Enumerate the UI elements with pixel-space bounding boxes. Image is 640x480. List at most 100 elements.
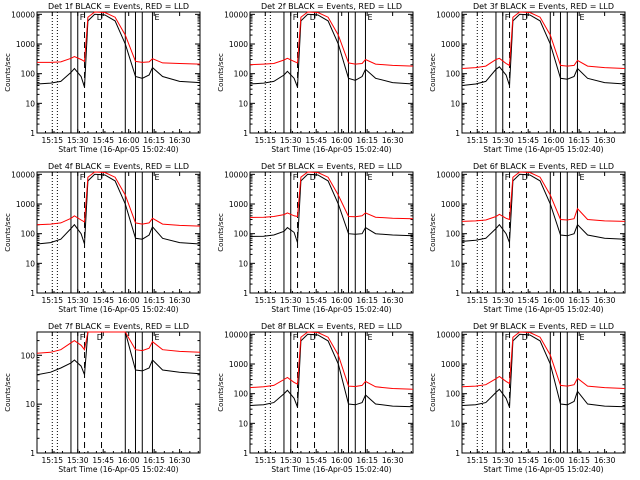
marker-letter: E <box>579 333 584 342</box>
lld-line <box>249 171 414 220</box>
plot-frame <box>249 331 414 454</box>
x-tick-label: 15:30 <box>67 296 89 305</box>
y-tick-label: 1 <box>455 449 460 458</box>
y-tick-label: 10 <box>450 419 460 428</box>
panel-det-5f: 1 10 100 1000 10000 15:15 15:30 15:45 16:00 16:15… <box>217 162 414 314</box>
marker-letter: E <box>579 13 584 22</box>
x-tick-label: 15:15 <box>254 296 276 305</box>
y-axis-label: Counts/sec <box>217 373 225 412</box>
events-line <box>461 333 626 408</box>
x-tick-label: 16:30 <box>382 456 404 465</box>
events-line <box>36 331 201 376</box>
x-tick-label: 15:15 <box>466 296 488 305</box>
y-tick-label: 100 <box>446 390 461 399</box>
x-tick-label: 16:00 <box>543 136 565 145</box>
x-tick-label: 16:15 <box>356 136 378 145</box>
x-axis-label: Start Time (16-Apr-05 15:02:40) <box>58 305 178 314</box>
x-axis-label: Start Time (16-Apr-05 15:02:40) <box>271 465 391 474</box>
y-tick-label: 10 <box>238 419 248 428</box>
y-tick-label: 10000 <box>224 10 248 19</box>
y-tick-label: 1 <box>455 289 460 298</box>
x-tick-label: 15:45 <box>517 136 539 145</box>
y-axis-label: Counts/sec <box>217 53 225 92</box>
marker-letter: F <box>293 173 298 182</box>
marker-letter: E <box>154 333 159 342</box>
marker-letter: D <box>97 333 103 342</box>
x-tick-label: 15:30 <box>280 296 302 305</box>
y-tick-label: 10 <box>450 259 460 268</box>
x-tick-label: 15:45 <box>517 456 539 465</box>
x-tick-label: 16:30 <box>594 296 616 305</box>
panel-title: Det 3f BLACK = Events, RED = LLD <box>473 2 614 11</box>
x-tick-label: 15:45 <box>517 296 539 305</box>
plot-frame <box>36 171 201 294</box>
panel-det-1f: 1 10 100 1000 10000 15:15 15:30 15:45 16:00 16:15… <box>4 2 201 154</box>
x-tick-label: 16:00 <box>331 456 353 465</box>
marker-letter: F <box>80 173 85 182</box>
panel-title: Det 2f BLACK = Events, RED = LLD <box>261 2 402 11</box>
marker-letter: D <box>310 13 316 22</box>
marker-letter: F <box>505 13 510 22</box>
x-tick-label: 16:30 <box>169 296 191 305</box>
y-tick-label: 10 <box>25 99 35 108</box>
x-tick-label: 16:15 <box>356 456 378 465</box>
x-axis-label: Start Time (16-Apr-05 15:02:40) <box>58 145 178 154</box>
x-tick-label: 15:30 <box>67 456 89 465</box>
panel-title: Det 4f BLACK = Events, RED = LLD <box>48 162 189 171</box>
x-tick-label: 16:00 <box>331 136 353 145</box>
y-tick-label: 100 <box>21 230 36 239</box>
y-axis-label: Counts/sec <box>429 53 437 92</box>
x-tick-label: 16:15 <box>568 296 590 305</box>
plot-frame <box>461 331 626 454</box>
y-tick-label: 10 <box>238 99 248 108</box>
events-line <box>36 13 201 88</box>
x-tick-label: 16:15 <box>568 456 590 465</box>
marker-letter: F <box>80 13 85 22</box>
y-tick-label: 100 <box>446 230 461 239</box>
y-tick-label: 1 <box>30 289 35 298</box>
x-tick-label: 15:15 <box>466 456 488 465</box>
x-tick-label: 15:15 <box>254 456 276 465</box>
x-tick-label: 16:30 <box>169 136 191 145</box>
marker-letter: F <box>293 13 298 22</box>
panel-title: Det 6f BLACK = Events, RED = LLD <box>473 162 614 171</box>
plot-frame <box>36 11 201 134</box>
y-tick-label: 10000 <box>436 170 460 179</box>
y-axis-label: Counts/sec <box>4 373 12 412</box>
marker-letter: E <box>367 13 372 22</box>
plot-frame <box>249 171 414 294</box>
y-tick-label: 10000 <box>224 170 248 179</box>
y-tick-label: 10000 <box>436 10 460 19</box>
marker-letter: E <box>367 333 372 342</box>
panel-det-7f: 1 10 100 15:15 15:30 15:45 16:00 16:15 16:30 F D ED… <box>4 322 201 474</box>
x-tick-label: 15:30 <box>280 456 302 465</box>
x-axis-label: Start Time (16-Apr-05 15:02:40) <box>483 145 603 154</box>
y-tick-label: 1000 <box>229 360 248 369</box>
marker-letter: D <box>97 173 103 182</box>
y-tick-label: 1 <box>30 129 35 138</box>
x-axis-label: Start Time (16-Apr-05 15:02:40) <box>483 465 603 474</box>
lld-line <box>249 331 414 390</box>
x-tick-label: 16:00 <box>543 296 565 305</box>
y-tick-label: 10 <box>238 259 248 268</box>
marker-letter: D <box>522 13 528 22</box>
y-tick-label: 10 <box>450 99 460 108</box>
events-line <box>249 173 414 243</box>
y-tick-label: 100 <box>234 230 249 239</box>
marker-letter: F <box>80 333 85 342</box>
y-tick-label: 10000 <box>436 330 460 339</box>
y-tick-label: 1 <box>243 449 248 458</box>
x-tick-label: 15:45 <box>92 456 114 465</box>
marker-letter: E <box>154 13 159 22</box>
x-axis-label: Start Time (16-Apr-05 15:02:40) <box>58 465 178 474</box>
x-tick-label: 15:45 <box>305 296 327 305</box>
y-tick-label: 10000 <box>11 10 35 19</box>
x-tick-label: 16:15 <box>143 136 165 145</box>
x-tick-label: 15:30 <box>492 136 514 145</box>
x-tick-label: 15:45 <box>305 456 327 465</box>
lld-line <box>461 171 626 222</box>
lld-line <box>461 11 626 69</box>
panel-det-4f: 1 10 100 1000 10000 15:15 15:30 15:45 16:00 16:15… <box>4 162 201 314</box>
